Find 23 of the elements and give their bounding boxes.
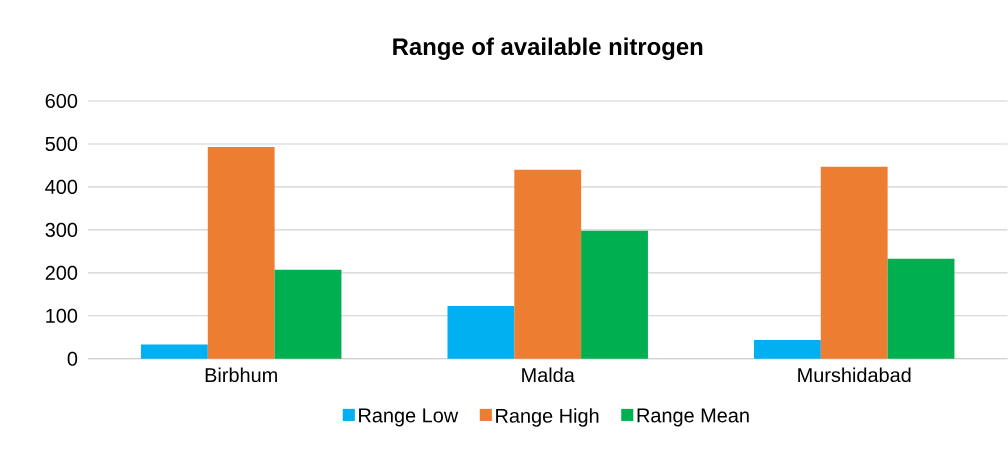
bar <box>140 344 208 359</box>
legend-label: Range Mean <box>637 408 749 427</box>
bar <box>274 269 342 359</box>
bar <box>514 169 582 359</box>
bar <box>753 340 821 359</box>
y-tick-label: 100 <box>46 308 78 323</box>
y-tick-label: 600 <box>45 94 78 109</box>
x-tick-label: Birbhum <box>205 367 277 383</box>
y-tick-label: 0 <box>67 351 78 366</box>
x-tick-label: Malda <box>522 367 575 383</box>
chart-title: Range of available nitrogen <box>393 37 703 61</box>
y-tick-label: 200 <box>45 265 78 281</box>
bar <box>581 230 648 359</box>
bar <box>207 147 275 359</box>
bar <box>447 306 515 359</box>
bar <box>887 258 955 359</box>
legend-label: Range High <box>496 408 599 427</box>
bar <box>820 166 888 359</box>
x-tick-label: Murshidabad <box>798 367 911 383</box>
y-tick-label: 500 <box>45 137 78 152</box>
y-tick-label: 300 <box>45 222 78 238</box>
legend-label: Range Low <box>359 408 459 427</box>
y-tick-label: 400 <box>45 179 78 195</box>
